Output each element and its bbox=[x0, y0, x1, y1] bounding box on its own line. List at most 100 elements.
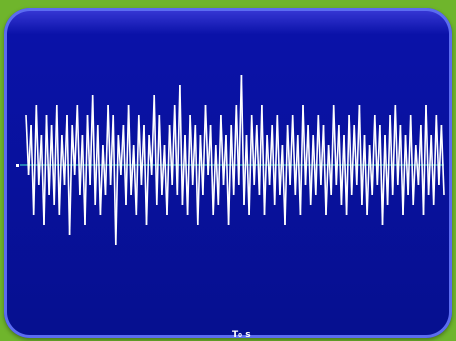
signal-segment bbox=[227, 124, 232, 226]
signal-segment bbox=[332, 104, 338, 186]
signal-segment bbox=[104, 104, 109, 196]
signal-segment bbox=[432, 114, 438, 206]
signal-segment bbox=[91, 94, 96, 206]
signal-segment bbox=[127, 104, 132, 196]
signal-segment bbox=[45, 114, 50, 196]
signal-segment bbox=[425, 104, 430, 196]
signal-segment bbox=[263, 134, 268, 216]
signal-segment bbox=[156, 114, 161, 206]
signal-segment bbox=[125, 104, 130, 206]
signal-segment bbox=[307, 124, 312, 206]
signal-segment bbox=[99, 144, 104, 216]
signal-segment bbox=[179, 84, 184, 206]
signal-segment bbox=[407, 114, 412, 196]
oscilloscope-screen: T₀ s bbox=[4, 8, 452, 338]
signal-segment bbox=[97, 124, 102, 216]
signal-segment bbox=[422, 104, 427, 216]
signal-segment bbox=[186, 114, 191, 216]
signal-segment bbox=[402, 134, 407, 216]
signal-segment bbox=[299, 104, 304, 216]
signal-segment bbox=[309, 134, 314, 206]
signal-segment bbox=[35, 104, 40, 186]
signal-plot bbox=[16, 74, 445, 246]
signal-segment bbox=[391, 104, 397, 196]
signal-segment bbox=[345, 114, 350, 216]
signal-segment bbox=[25, 114, 30, 176]
signal-segment bbox=[94, 124, 99, 206]
signal-segment bbox=[253, 124, 258, 186]
signal-segment bbox=[158, 114, 163, 196]
signal-segment bbox=[315, 114, 320, 196]
signal-segment bbox=[176, 84, 181, 196]
signal-segment bbox=[189, 114, 194, 186]
signal-segment bbox=[330, 104, 335, 196]
signal-segment bbox=[112, 114, 117, 246]
signal-segment bbox=[302, 104, 307, 186]
signal-segment bbox=[232, 104, 238, 196]
signal-segment bbox=[289, 114, 294, 186]
signal-segment bbox=[56, 104, 61, 216]
signal-segment bbox=[107, 104, 112, 186]
signal-segment bbox=[220, 114, 225, 186]
signal-segment bbox=[374, 114, 379, 186]
signal-segment bbox=[138, 114, 143, 186]
signal-segment bbox=[389, 114, 394, 196]
signal-segment bbox=[217, 114, 222, 206]
signal-segment bbox=[358, 104, 363, 206]
signal-segment bbox=[66, 114, 71, 236]
signal-segment bbox=[348, 114, 353, 196]
signal-segment bbox=[284, 124, 289, 226]
signal-segment bbox=[261, 104, 266, 216]
signal-segment bbox=[276, 114, 281, 196]
signal-segment bbox=[115, 134, 120, 246]
signal-segment bbox=[366, 144, 371, 216]
signal-segment bbox=[325, 144, 330, 216]
signal-segment bbox=[135, 114, 140, 216]
signal-segment bbox=[322, 124, 327, 216]
signal-segment bbox=[250, 114, 255, 186]
signal-segment bbox=[145, 134, 150, 226]
signal-segment bbox=[440, 124, 445, 196]
signal-segment bbox=[76, 104, 81, 196]
signal-segment bbox=[412, 144, 417, 206]
signal-segment bbox=[409, 114, 414, 206]
signal-segment bbox=[202, 104, 207, 196]
signal-segment bbox=[225, 134, 230, 226]
signal-segment bbox=[363, 134, 368, 216]
signal-segment bbox=[379, 124, 384, 226]
signal-segment bbox=[371, 114, 376, 196]
signal-segment bbox=[291, 114, 297, 196]
signal-segment bbox=[194, 124, 199, 226]
signal-segment bbox=[32, 104, 38, 216]
signal-segment bbox=[273, 114, 279, 206]
signal-segment bbox=[240, 74, 245, 206]
signal-segment bbox=[394, 104, 399, 186]
signal-segment bbox=[399, 124, 404, 216]
signal-segment bbox=[209, 124, 214, 216]
signal-segment bbox=[143, 124, 148, 226]
signal-segment bbox=[350, 124, 355, 196]
signal-segment bbox=[43, 114, 48, 226]
x-axis-label: T₀ s bbox=[232, 330, 251, 338]
signal-segment bbox=[317, 114, 322, 186]
signal-segment bbox=[271, 124, 276, 206]
signal-segment bbox=[171, 104, 176, 186]
signal-segment bbox=[68, 124, 73, 236]
signal-segment bbox=[435, 114, 440, 186]
signal-segment bbox=[204, 104, 209, 176]
signal-segment bbox=[84, 114, 89, 226]
signal-segment bbox=[340, 134, 345, 206]
signal-segment bbox=[338, 124, 343, 206]
signal-segment bbox=[58, 134, 63, 216]
signal-segment bbox=[181, 134, 186, 206]
signal-segment bbox=[53, 104, 58, 206]
signal-segment bbox=[166, 124, 171, 216]
signal-segment bbox=[153, 94, 158, 206]
signal-segment bbox=[197, 134, 202, 226]
signal-segment bbox=[248, 114, 253, 216]
baseline-marker bbox=[16, 164, 19, 167]
signal-segment bbox=[381, 134, 386, 226]
signal-segment bbox=[212, 144, 217, 216]
signal-segment bbox=[361, 134, 366, 206]
signal-segment bbox=[386, 114, 391, 206]
